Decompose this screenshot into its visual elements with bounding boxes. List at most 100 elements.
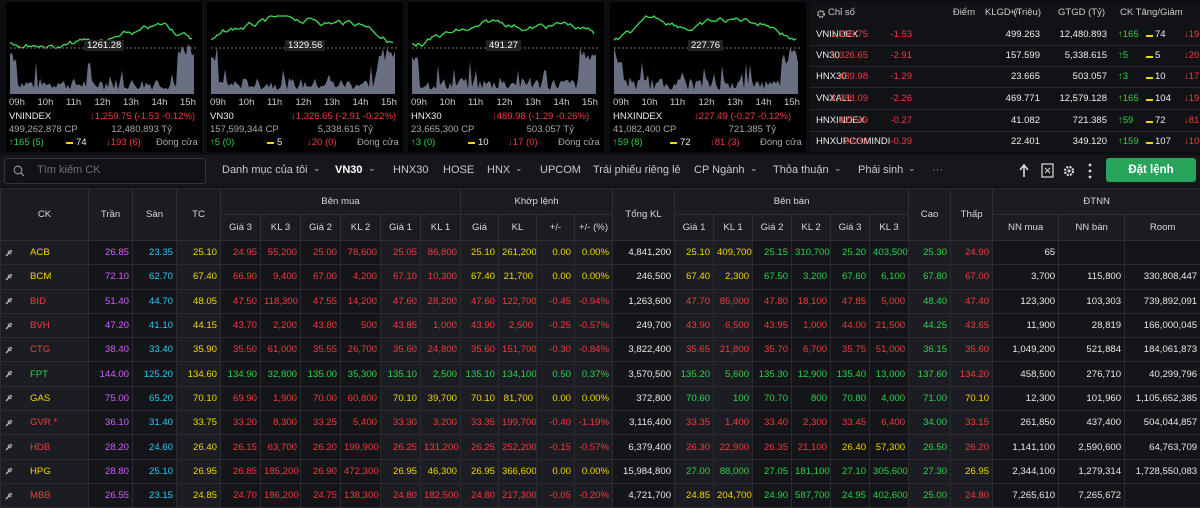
column-header: KL 3 — [869, 214, 910, 241]
price-cell: 587,700 — [791, 482, 832, 508]
cell-text: 12,300 — [1025, 392, 1056, 404]
market-tab[interactable]: HNX30 — [393, 164, 429, 176]
more-tabs[interactable]: ··· — [932, 164, 943, 176]
cell-text: 166,000,045 — [1143, 320, 1198, 332]
cell-text: 47.55 — [312, 295, 337, 307]
stock-symbol: FPT — [30, 368, 49, 380]
cell-text: 62.70 — [148, 271, 173, 283]
column-header: NN bán — [1058, 214, 1126, 241]
price-cell: 24.95 — [830, 482, 871, 508]
unchanged: 72 — [680, 137, 691, 148]
time-label: 15h — [784, 97, 800, 108]
column-header: NN mua — [992, 214, 1060, 241]
stock-symbol: BVH — [30, 320, 50, 332]
pin-icon — [5, 249, 13, 257]
index-name: VN30 — [210, 111, 234, 122]
cell-text: 0.37% — [581, 368, 610, 380]
cell-text: 36.10 — [104, 417, 129, 429]
price-cell: 40,299,796 — [1124, 361, 1200, 387]
cell-text: 21,100 — [797, 441, 828, 453]
pin-icon — [5, 443, 13, 451]
cell-text: 26,700 — [347, 344, 377, 356]
market-tab[interactable]: VN30 — [335, 164, 363, 176]
cell-text: 67.80 — [923, 271, 948, 283]
cell-text: 11,900 — [1026, 320, 1056, 332]
order-button[interactable]: Đặt lệnh — [1106, 158, 1196, 182]
price-line — [411, 19, 595, 48]
price-cell: 70.10 — [460, 385, 499, 412]
cell-text: 33.20 — [232, 417, 257, 429]
price-cell: 25.10 — [674, 239, 715, 266]
cell-text: 43.85 — [392, 320, 417, 332]
cell-text: 24.70 — [232, 490, 257, 502]
advances: ↑59 (8) — [613, 137, 643, 148]
price-cell: 44.25 — [908, 312, 952, 339]
cell-text: 521,884 — [1086, 344, 1122, 356]
price-cell: 47.20 — [88, 312, 133, 339]
price-line — [9, 41, 21, 48]
market-tab[interactable]: HOSE — [443, 164, 475, 176]
price-cell: 26.95 — [950, 458, 994, 484]
index-cell: ↓19 — [1184, 93, 1200, 104]
price-cell: -0.20% — [573, 482, 614, 508]
price-cell: 24.70 — [220, 482, 261, 508]
cell-text: 35.70 — [764, 344, 789, 356]
market-tab[interactable]: Trái phiếu riêng lẻ — [593, 164, 681, 176]
price-cell: 186,200 — [260, 482, 301, 508]
cell-text: 28.80 — [104, 465, 129, 477]
index-cell: ↓17 — [1184, 71, 1200, 82]
cell-text: 70.10 — [392, 392, 417, 404]
cell-text: 70.10 — [470, 392, 495, 404]
price-cell: 6,100 — [869, 264, 910, 290]
market-tab[interactable]: Phái sinh — [858, 164, 904, 176]
index-chart-panel: 491.27 09h 10h 11h 12h 13h 14h 15h HNX30 ↓489.98 … — [408, 2, 604, 152]
cell-text: 24.80 — [470, 490, 495, 502]
column-header: +/- — [536, 214, 575, 241]
index-table-header: Điểm — [952, 7, 975, 18]
cell-text: 67.00 — [965, 271, 990, 283]
price-cell: 27.10 — [830, 458, 871, 484]
stock-symbol: ACB — [30, 247, 50, 259]
cell-text: 35.75 — [842, 344, 867, 356]
cell-text: 38.40 — [104, 344, 129, 356]
cell-text: 33.75 — [192, 417, 217, 429]
price-cell: 9,400 — [260, 264, 301, 290]
market-tab[interactable]: HNX — [487, 164, 511, 176]
market-tab[interactable]: Thỏa thuận — [773, 164, 829, 176]
price-cell: 70.10 — [950, 385, 994, 412]
cell-text: 35.90 — [192, 344, 217, 356]
price-cell: 472,300 — [340, 458, 381, 484]
cell-text: 26.20 — [312, 441, 337, 453]
time-label: 12h — [496, 97, 513, 108]
cell-text: 1,279,314 — [1078, 465, 1122, 477]
market-tab[interactable]: Danh mục của tôi — [222, 164, 308, 176]
cell-text: 472,300 — [344, 465, 379, 477]
price-cell: 1,049,200 — [992, 337, 1060, 363]
price-cell: 36.15 — [908, 337, 952, 363]
toolbar-icons[interactable] — [1012, 161, 1112, 181]
cell-text: 138,300 — [344, 490, 379, 502]
price-cell: -0.05 — [536, 482, 575, 508]
cell-text: 70.00 — [312, 392, 337, 404]
market-tab[interactable]: CP Ngành — [694, 164, 745, 176]
market-tab[interactable]: UPCOM — [540, 164, 581, 176]
cell-text: 137.60 — [917, 368, 948, 380]
price-cell: 5,400 — [340, 410, 381, 436]
index-cell: -0.39 — [890, 136, 912, 147]
cell-text: 372,800 — [636, 392, 672, 404]
search-box[interactable]: Tìm kiếm CK — [4, 158, 206, 184]
cell-text: 1,263,600 — [628, 295, 672, 307]
price-cell: 61,000 — [260, 337, 301, 363]
price-cell: 26.20 — [300, 434, 341, 460]
stock-symbol: GAS — [30, 392, 51, 404]
index-cell: 2,088.09 — [831, 93, 868, 104]
price-cell: 26.95 — [380, 458, 421, 484]
price-cell: 39,700 — [420, 385, 461, 412]
cell-text: 3,200 — [432, 417, 457, 429]
cell-text: 25.15 — [764, 247, 789, 259]
price-cell: 3,200 — [420, 410, 461, 436]
price-cell: 72.10 — [88, 264, 133, 290]
index-name: HNX30 — [411, 111, 442, 122]
index-chart-panel: 1329.56 09h 10h 11h 12h 13h 14h 15h VN30 ↓1,326.6… — [207, 2, 403, 152]
column-header: Giá 2 — [300, 214, 341, 241]
